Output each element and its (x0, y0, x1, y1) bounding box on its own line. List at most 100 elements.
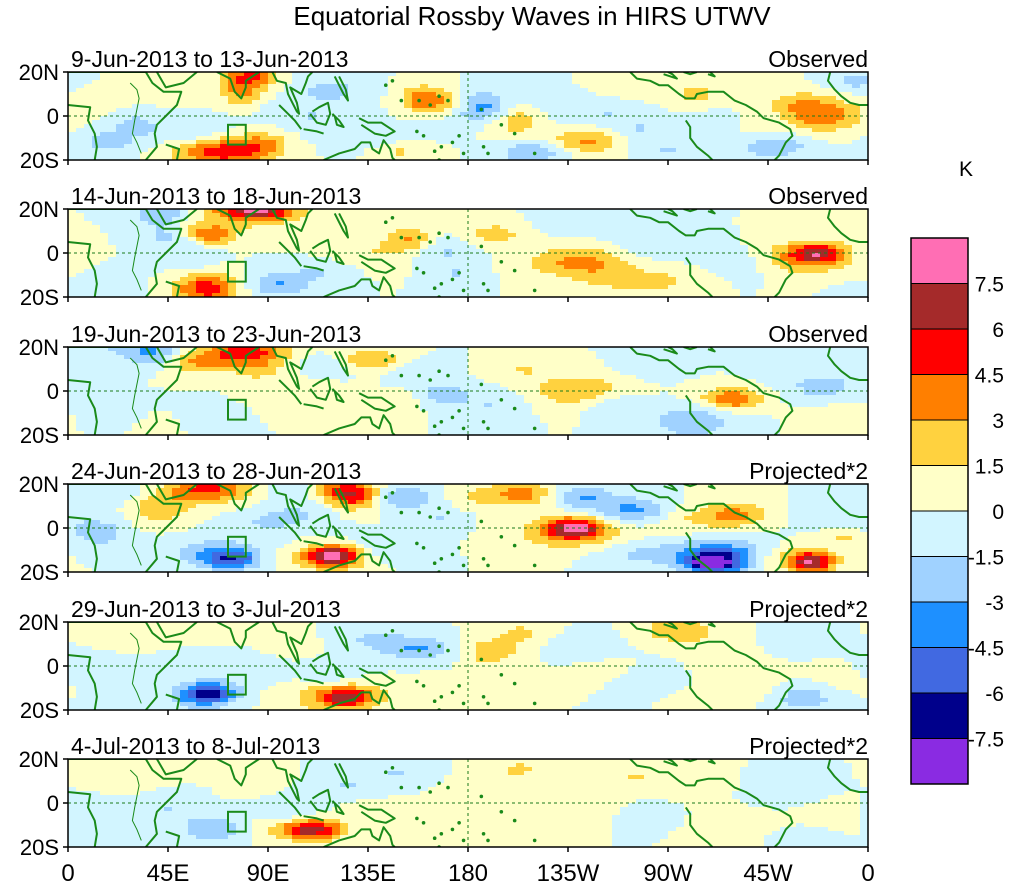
grid-cell (812, 269, 821, 274)
grid-cell (612, 120, 621, 125)
grid-cell (820, 269, 829, 274)
grid-cell (588, 152, 597, 157)
grid-cell (436, 88, 445, 93)
grid-cell (348, 140, 357, 145)
grid-cell (564, 116, 573, 121)
grid-cell (676, 261, 685, 266)
grid-cell (148, 257, 157, 262)
grid-cell (276, 285, 285, 290)
grid-cell (484, 76, 493, 81)
grid-cell (124, 281, 133, 286)
grid-cell (788, 225, 797, 230)
grid-cell (100, 108, 109, 113)
grid-cell (268, 221, 277, 226)
island (462, 289, 466, 293)
grid-cell (676, 84, 685, 89)
grid-cell (452, 355, 461, 360)
grid-cell (612, 265, 621, 270)
grid-cell (188, 217, 197, 222)
grid-cell (324, 273, 333, 278)
grid-cell (556, 148, 565, 153)
island (482, 282, 486, 286)
grid-cell (100, 217, 109, 222)
grid-cell (316, 140, 325, 145)
grid-cell (732, 277, 741, 282)
grid-cell (180, 124, 189, 129)
grid-cell (76, 225, 85, 230)
grid-cell (828, 281, 837, 286)
grid-cell (604, 92, 613, 97)
grid-cell (108, 237, 117, 242)
grid-cell (652, 76, 661, 81)
grid-cell (196, 281, 205, 286)
grid-cell (132, 237, 141, 242)
grid-cell (604, 269, 613, 274)
grid-cell (644, 225, 653, 230)
grid-cell (708, 261, 717, 266)
grid-cell (404, 116, 413, 121)
grid-cell (764, 104, 773, 109)
grid-cell (420, 245, 429, 250)
grid-cell (452, 148, 461, 153)
grid-cell (252, 241, 261, 246)
grid-cell (100, 261, 109, 266)
grid-cell (532, 237, 541, 242)
grid-cell (212, 76, 221, 81)
grid-cell (524, 116, 533, 121)
grid-cell (724, 116, 733, 121)
grid-cell (332, 363, 341, 368)
grid-cell (748, 281, 757, 286)
grid-cell (836, 100, 845, 105)
grid-cell (532, 128, 541, 133)
grid-cell (212, 351, 221, 356)
grid-cell (500, 80, 509, 85)
grid-cell (748, 265, 757, 270)
grid-cell (468, 351, 477, 356)
grid-cell (748, 355, 757, 360)
grid-cell (492, 269, 501, 274)
grid-cell (148, 96, 157, 101)
grid-cell (100, 104, 109, 109)
grid-cell (596, 120, 605, 125)
grid-cell (284, 136, 293, 141)
island (480, 245, 484, 249)
grid-cell (468, 289, 477, 294)
grid-cell (300, 96, 309, 101)
grid-cell (852, 213, 861, 218)
grid-cell (844, 265, 853, 270)
grid-cell (148, 363, 157, 368)
grid-cell (764, 277, 773, 282)
y-tick-label: 0 (47, 241, 59, 266)
grid-cell (564, 217, 573, 222)
grid-cell (588, 281, 597, 286)
grid-cell (644, 277, 653, 282)
grid-cell (460, 269, 469, 274)
grid-cell (740, 148, 749, 153)
grid-cell (564, 140, 573, 145)
grid-cell (124, 261, 133, 266)
grid-cell (628, 144, 637, 149)
grid-cell (132, 213, 141, 218)
grid-cell (76, 76, 85, 81)
grid-cell (548, 245, 557, 250)
grid-cell (836, 237, 845, 242)
grid-cell (220, 225, 229, 230)
grid-cell (212, 355, 221, 360)
grid-cell (548, 132, 557, 137)
grid-cell (452, 116, 461, 121)
grid-cell (196, 229, 205, 234)
grid-cell (260, 148, 269, 153)
grid-cell (644, 108, 653, 113)
grid-cell (548, 273, 557, 278)
grid-cell (660, 140, 669, 145)
grid-cell (796, 124, 805, 129)
grid-cell (332, 241, 341, 246)
grid-cell (548, 277, 557, 282)
grid-cell (404, 100, 413, 105)
grid-cell (580, 116, 589, 121)
grid-cell (564, 269, 573, 274)
grid-cell (604, 80, 613, 85)
grid-cell (92, 237, 101, 242)
grid-cell (620, 257, 629, 262)
grid-cell (252, 277, 261, 282)
